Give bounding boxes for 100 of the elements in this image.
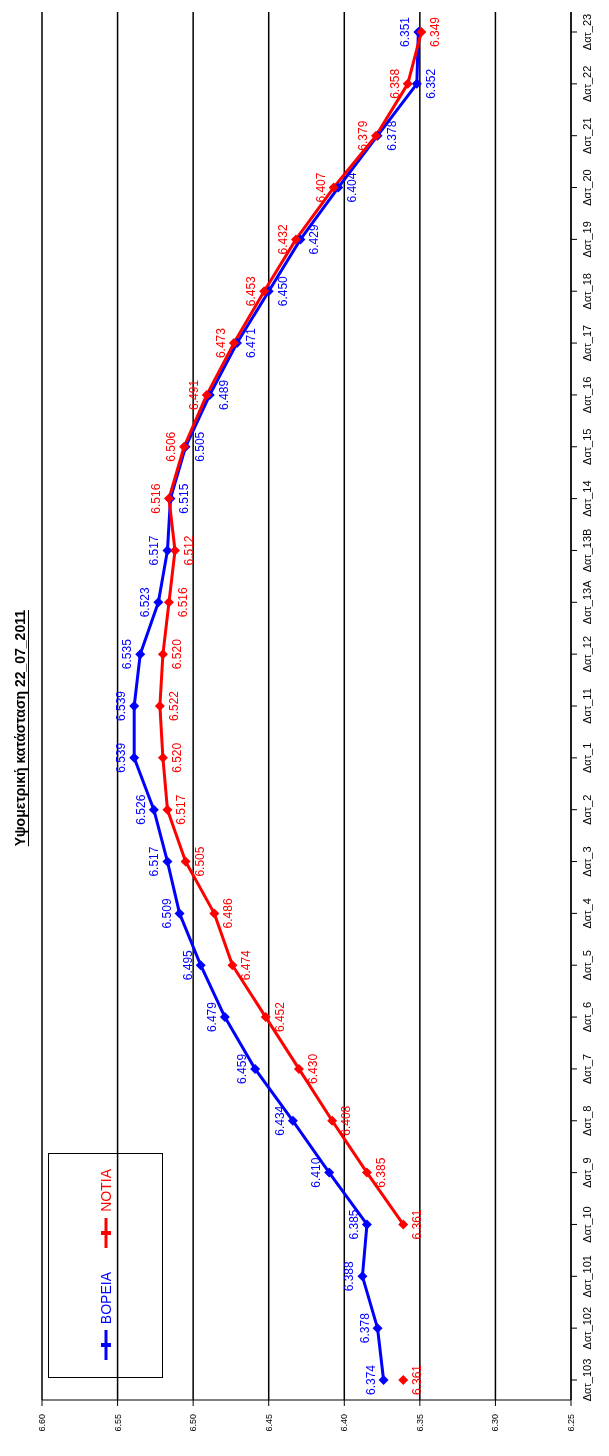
point	[361, 1167, 372, 1178]
y-tick-label: Δατ_15	[581, 428, 593, 465]
data-label: 6.474	[239, 949, 254, 981]
data-label: 6.378	[384, 120, 399, 151]
data-label: 6.491	[186, 379, 201, 410]
data-label: 6.523	[138, 586, 153, 618]
point	[378, 1375, 389, 1385]
y-tick-label: Δατ_101	[581, 1255, 593, 1298]
y-tick-label: Δατ_10	[581, 1206, 593, 1243]
y-tick-label: Δατ_14	[581, 480, 593, 517]
point	[290, 234, 301, 245]
data-label: 6.361	[410, 1209, 425, 1240]
point	[180, 856, 191, 867]
point	[162, 804, 173, 815]
data-label: 6.452	[272, 1001, 287, 1033]
y-tick-label: Δατ_103	[581, 1358, 593, 1402]
y-tick-label: Δατ_3	[581, 846, 593, 877]
point	[154, 701, 165, 711]
y-tick-label: Δατ_11	[581, 688, 593, 724]
y-tick-label: Δατ_2	[581, 794, 593, 825]
point	[135, 649, 146, 660]
x-tick-label: 6.40	[339, 1414, 350, 1432]
point	[162, 545, 173, 556]
data-label: 6.479	[204, 1001, 219, 1033]
point	[129, 752, 140, 763]
point	[153, 597, 164, 608]
text: Υψομετρική κατάσταση 22_07_2011	[12, 609, 28, 847]
data-label: 6.539	[114, 690, 129, 722]
y-tick-label: Δατ_8	[581, 1105, 593, 1136]
data-label: 6.407	[313, 172, 328, 203]
data-label: 6.535	[120, 638, 135, 670]
y-tick-label: Δατ_13A	[581, 579, 593, 625]
data-label: 6.517	[174, 794, 189, 825]
point	[148, 804, 159, 815]
point	[174, 908, 185, 919]
data-label: 6.517	[147, 846, 162, 877]
point	[129, 701, 140, 711]
data-label: 6.385	[373, 1157, 388, 1188]
data-label: 6.459	[235, 1053, 250, 1084]
data-label: 6.361	[410, 1364, 425, 1396]
point	[260, 1012, 271, 1023]
data-label: 6.515	[177, 483, 192, 514]
y-tick-label: Δατ_23	[581, 13, 593, 51]
data-label: 6.489	[216, 379, 231, 410]
y-tick-label: Δατ_12	[581, 635, 593, 673]
y-tick-label: Δατ_21	[581, 117, 593, 154]
data-label: 6.374	[363, 1364, 378, 1396]
data-label: 6.509	[159, 898, 174, 929]
data-label: 6.434	[272, 1105, 287, 1136]
point	[209, 908, 220, 919]
data-label: 6.430	[305, 1053, 320, 1084]
y-tick-label: Δατ_19	[581, 221, 593, 258]
point	[398, 1375, 409, 1385]
text: ΒΟΡΕΙΑ	[97, 1271, 114, 1324]
point	[327, 1115, 338, 1126]
data-label: 6.453	[244, 275, 259, 307]
text: ΝΟΤΙΑ	[97, 1169, 114, 1212]
data-label: 6.516	[148, 483, 163, 514]
point	[402, 78, 413, 89]
y-tick-label: Δατ_5	[581, 950, 593, 981]
data-label: 6.505	[192, 846, 207, 877]
x-tick-label: 6.35	[414, 1414, 425, 1432]
data-label: 6.450	[275, 275, 290, 307]
y-tick-label: Δατ_7	[581, 1053, 593, 1085]
point	[293, 1063, 304, 1074]
data-label: 6.352	[423, 68, 438, 99]
point	[328, 182, 339, 193]
data-label: 6.516	[175, 586, 190, 618]
data-label: 6.495	[180, 949, 195, 981]
data-label: 6.408	[339, 1105, 354, 1136]
point	[170, 545, 181, 556]
y-tick-label: Δατ_4	[581, 898, 593, 929]
point	[398, 1219, 409, 1230]
data-label: 6.471	[243, 327, 258, 359]
point	[259, 286, 270, 297]
data-label: 6.349	[428, 16, 443, 48]
x-tick-label: 6.55	[112, 1414, 123, 1432]
y-tick-label: Δατ_20	[581, 169, 593, 206]
y-tick-label: Δατ_102	[581, 1306, 593, 1350]
data-label: 6.539	[114, 742, 129, 773]
x-tick-label: 6.50	[188, 1414, 199, 1432]
y-tick-label: Δατ_6	[581, 1001, 593, 1033]
point	[372, 1323, 383, 1334]
y-tick-label: Δατ_16	[581, 376, 593, 414]
data-label: 6.506	[164, 431, 179, 462]
data-label: 6.404	[345, 172, 360, 203]
data-label: 6.520	[169, 638, 184, 670]
data-label: 6.432	[275, 224, 290, 255]
point	[324, 1167, 335, 1178]
y-tick-label: Δατ_17	[581, 324, 593, 362]
y-tick-label: Δατ_9	[581, 1157, 593, 1188]
x-tick-label: 6.45	[263, 1414, 274, 1432]
point	[195, 960, 206, 971]
data-label: 6.505	[192, 431, 207, 462]
data-label: 6.522	[166, 690, 181, 722]
data-label: 6.520	[169, 742, 184, 773]
point	[357, 1271, 368, 1282]
data-label: 6.517	[147, 535, 162, 566]
y-tick-label: Δατ_13B	[581, 528, 593, 573]
point	[287, 1115, 298, 1126]
